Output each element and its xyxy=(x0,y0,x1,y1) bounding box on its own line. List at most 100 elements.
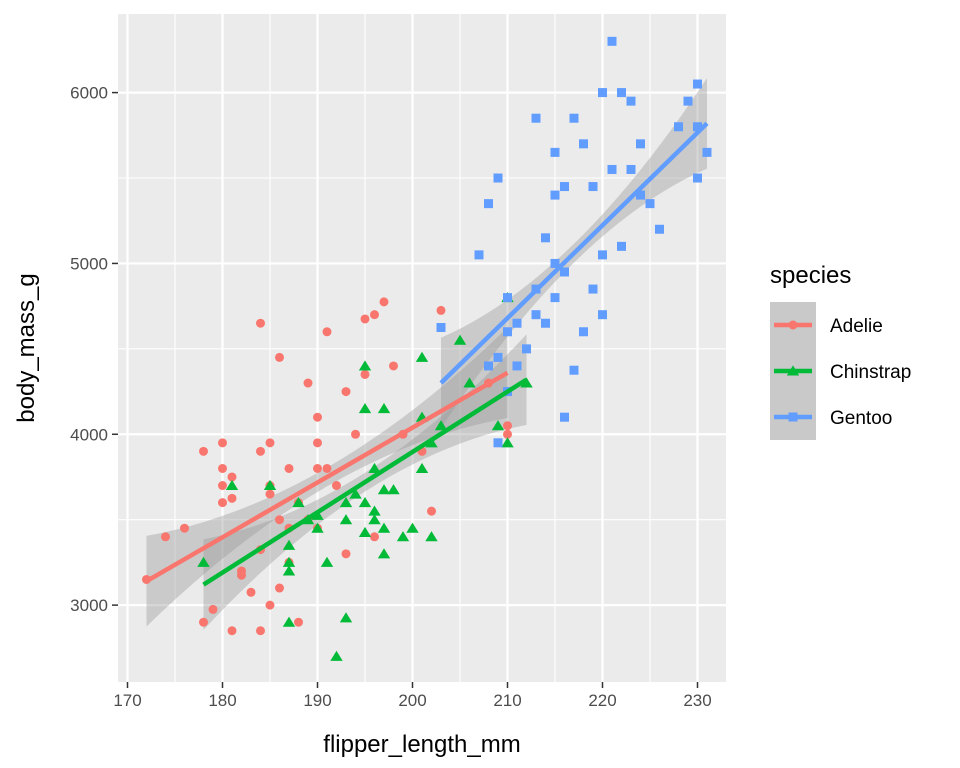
data-point xyxy=(598,310,607,320)
data-point xyxy=(292,496,305,508)
data-point xyxy=(512,318,522,328)
fit-line xyxy=(145,370,509,584)
data-point xyxy=(503,421,512,431)
data-point xyxy=(282,539,296,550)
data-point xyxy=(368,462,381,473)
legend-key-marker xyxy=(788,320,798,330)
x-tick-label: 230 xyxy=(683,691,711,710)
data-point xyxy=(396,531,410,542)
data-point xyxy=(550,293,560,303)
data-point xyxy=(607,164,617,174)
data-point xyxy=(415,351,429,362)
data-point xyxy=(358,496,372,508)
data-point xyxy=(579,139,588,149)
x-tick-label: 180 xyxy=(208,691,236,710)
data-point xyxy=(265,600,275,610)
x-tick-label: 190 xyxy=(303,691,331,710)
data-point xyxy=(218,498,227,508)
data-point xyxy=(313,463,322,473)
data-point xyxy=(425,531,438,542)
data-point xyxy=(370,310,379,320)
data-point xyxy=(263,479,277,491)
data-point xyxy=(197,556,210,567)
data-point xyxy=(313,438,322,448)
data-point xyxy=(199,617,208,627)
data-point xyxy=(349,488,362,499)
data-point xyxy=(377,522,391,533)
data-point xyxy=(493,352,503,362)
data-point xyxy=(617,241,626,251)
data-point xyxy=(693,122,702,132)
data-point xyxy=(636,190,645,200)
data-point xyxy=(320,556,334,567)
data-point xyxy=(560,182,569,192)
data-point xyxy=(493,438,503,448)
data-point xyxy=(427,506,436,516)
data-point xyxy=(484,199,493,209)
data-point xyxy=(208,604,218,614)
data-point xyxy=(387,484,400,495)
data-point xyxy=(358,360,372,371)
data-point xyxy=(265,489,275,499)
data-point xyxy=(161,532,170,542)
data-point xyxy=(322,463,332,473)
data-point xyxy=(377,484,391,495)
data-point xyxy=(406,522,419,533)
data-point xyxy=(368,505,381,516)
data-point xyxy=(645,199,655,209)
data-point xyxy=(474,250,484,260)
data-point xyxy=(512,361,522,371)
x-axis-title: flipper_length_mm xyxy=(323,731,520,758)
data-point xyxy=(531,113,541,123)
data-point xyxy=(218,463,227,473)
data-point xyxy=(275,352,284,362)
legend-label: Gentoo xyxy=(830,408,892,429)
data-point xyxy=(436,322,446,332)
data-point xyxy=(550,147,560,157)
data-point xyxy=(368,514,381,525)
data-point xyxy=(339,496,353,508)
data-point xyxy=(330,650,343,661)
data-point xyxy=(674,122,683,132)
data-point xyxy=(377,548,391,559)
data-point xyxy=(246,587,256,597)
data-point xyxy=(341,387,351,397)
data-point xyxy=(550,190,560,200)
legend-key-marker xyxy=(788,412,798,422)
data-point xyxy=(493,173,503,183)
data-point xyxy=(339,514,353,525)
data-point xyxy=(218,438,227,448)
x-tick-label: 170 xyxy=(113,691,141,710)
data-point xyxy=(531,310,541,320)
data-point xyxy=(598,250,607,260)
data-point xyxy=(588,284,598,294)
data-point xyxy=(265,438,275,448)
legend-title: species xyxy=(770,262,851,289)
data-point xyxy=(227,493,237,503)
plot-panel xyxy=(118,14,726,682)
data-point xyxy=(693,173,702,183)
data-point xyxy=(313,412,322,422)
fit-line xyxy=(439,121,709,385)
data-point xyxy=(227,626,237,636)
data-point xyxy=(626,96,636,106)
data-point xyxy=(617,88,626,98)
data-points xyxy=(142,36,712,661)
data-point xyxy=(501,437,514,448)
data-point xyxy=(303,378,313,388)
data-point xyxy=(237,566,246,576)
data-point xyxy=(322,327,332,337)
data-point xyxy=(550,258,560,268)
x-tick-label: 220 xyxy=(588,691,616,710)
data-point xyxy=(358,403,372,414)
data-point xyxy=(626,164,636,174)
data-point xyxy=(332,481,341,491)
data-point xyxy=(541,233,550,243)
data-point xyxy=(256,446,265,456)
data-point xyxy=(636,139,645,149)
data-point xyxy=(294,617,303,627)
x-tick-label: 200 xyxy=(398,691,426,710)
y-tick-label: 6000 xyxy=(70,84,108,103)
data-point xyxy=(655,224,664,234)
